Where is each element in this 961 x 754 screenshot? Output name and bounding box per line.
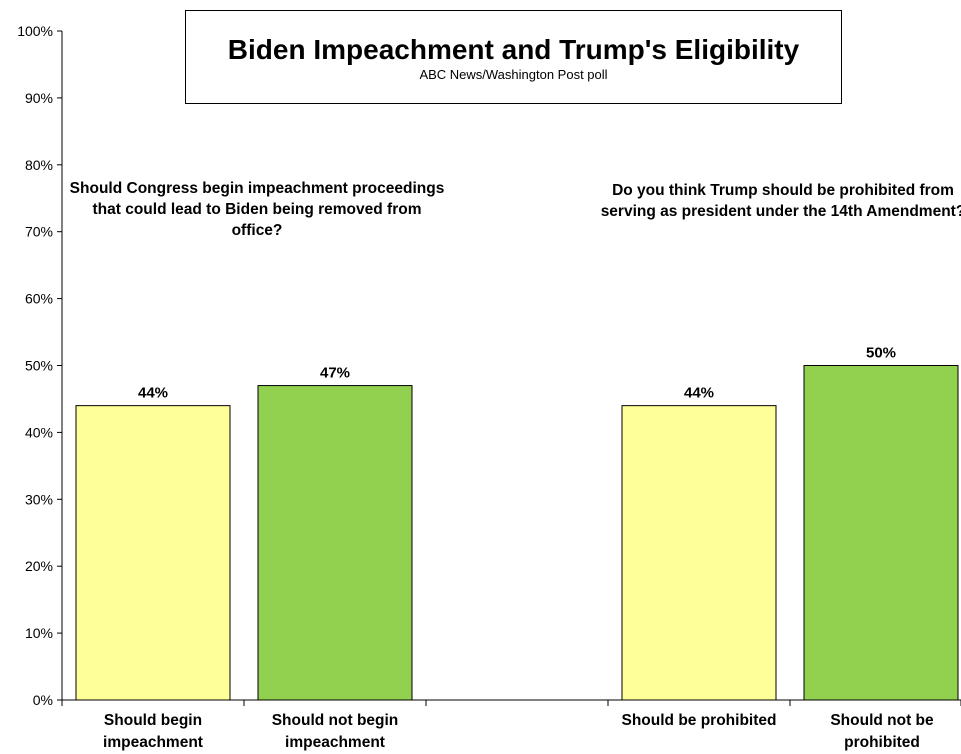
category-label-should-begin: Should begin impeachment: [103, 712, 203, 751]
bar-1-0: [621, 405, 777, 701]
data-label-0-0: 44%: [138, 385, 168, 402]
bar-0-0: [75, 405, 231, 701]
bar-1-1: [803, 365, 959, 701]
chart-title: Biden Impeachment and Trump's Eligibilit…: [227, 34, 800, 65]
category-label-should-not-begin: Should not begin impeachment: [271, 712, 399, 751]
category-label-should-be-prohibited: Should be prohibited: [621, 712, 777, 729]
y-tick-label: 30%: [25, 491, 53, 507]
bars: 44% 47% 44% 50%: [75, 345, 959, 701]
data-label-0-1: 47%: [320, 365, 350, 382]
data-label-1-1: 50%: [866, 345, 896, 362]
group-question-14th-amendment: Do you think Trump should be prohibited …: [600, 182, 961, 220]
bar-0-1: [257, 385, 413, 701]
y-tick-label: 80%: [25, 157, 53, 173]
x-axis: [61, 699, 961, 706]
data-label-1-0: 44%: [684, 385, 714, 402]
y-tick-label: 90%: [25, 90, 53, 106]
y-tick-label: 40%: [25, 424, 53, 440]
y-tick-label: 10%: [25, 625, 53, 641]
y-axis: 0% 10% 20% 30% 40% 50% 60% 70% 80% 90% 100%: [17, 23, 63, 708]
y-tick-label: 100%: [17, 23, 53, 39]
y-tick-label: 50%: [25, 358, 53, 374]
chart-title-box: Biden Impeachment and Trump's Eligibilit…: [185, 10, 842, 104]
chart-subtitle: ABC News/Washington Post poll: [419, 67, 608, 82]
y-tick-label: 70%: [25, 224, 53, 240]
y-tick-label: 60%: [25, 291, 53, 307]
category-label-should-not-be-prohibited: Should not be prohibited: [830, 712, 934, 751]
y-tick-label: 0%: [33, 692, 53, 708]
group-question-impeachment: Should Congress begin impeachment procee…: [69, 180, 445, 239]
y-tick-label: 20%: [25, 558, 53, 574]
